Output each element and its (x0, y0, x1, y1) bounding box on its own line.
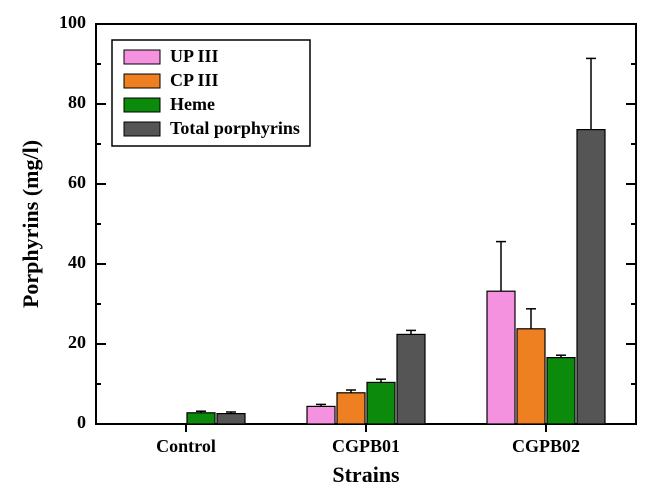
y-tick-label: 60 (68, 172, 86, 192)
y-tick-label: 40 (68, 252, 86, 272)
legend-label: CP III (170, 70, 219, 90)
y-tick-label: 100 (59, 12, 86, 32)
bar (547, 358, 575, 424)
x-tick-label: CGPB02 (512, 436, 580, 456)
legend-label: Total porphyrins (170, 118, 300, 138)
chart-container: 0 20 40 60 80 100 Porphyrins (mg/l) Control CGPB… (0, 0, 666, 504)
x-tick-label: Control (156, 436, 216, 456)
legend-swatch (124, 74, 160, 88)
x-tick-label: CGPB01 (332, 436, 400, 456)
bar (187, 413, 215, 424)
y-tick-label: 0 (77, 412, 86, 432)
bar (367, 382, 395, 424)
bar (397, 334, 425, 424)
y-tick-label: 80 (68, 92, 86, 112)
y-axis-label: Porphyrins (mg/l) (18, 140, 43, 308)
bar (487, 291, 515, 424)
bar-chart-svg: 0 20 40 60 80 100 Porphyrins (mg/l) Control CGPB… (0, 0, 666, 504)
legend-swatch (124, 50, 160, 64)
bar (517, 329, 545, 424)
legend-label: UP III (170, 46, 219, 66)
legend-label: Heme (170, 94, 215, 114)
bar (307, 406, 335, 424)
bar (577, 130, 605, 424)
y-tick-label: 20 (68, 332, 86, 352)
legend-swatch (124, 98, 160, 112)
legend-swatch (124, 122, 160, 136)
bar (337, 393, 365, 424)
bar (217, 414, 245, 424)
x-axis-label: Strains (332, 462, 400, 487)
